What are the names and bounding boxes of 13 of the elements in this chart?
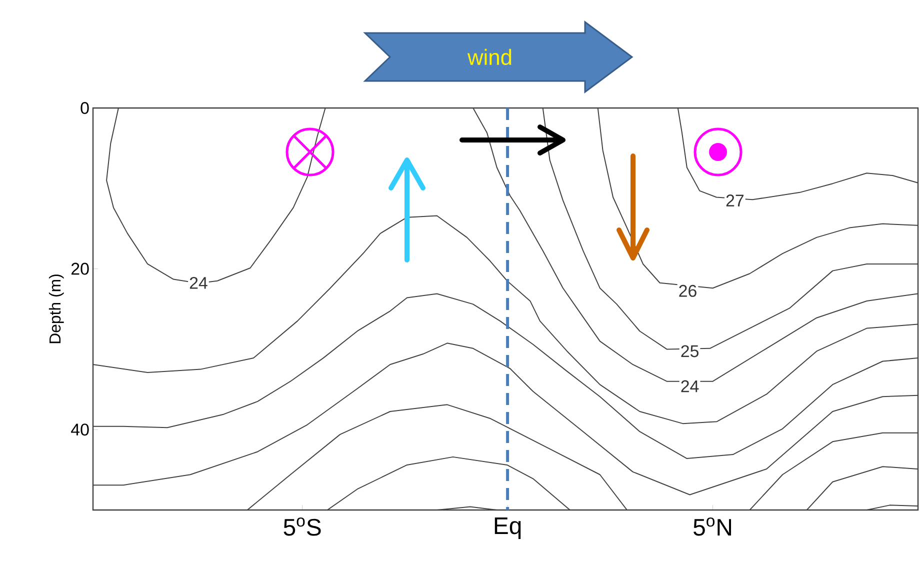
x-tick-label: 5$^{o}$S (284, 518, 321, 536)
annotation: 24 (190, 276, 208, 289)
x-tick-label: 5$^{o}$N (694, 518, 732, 536)
y-axis-title: Depth (m) (48, 274, 64, 344)
y-tick-label: 20 (72, 262, 89, 275)
annotation: 27 (726, 194, 744, 206)
annotation: 25 (681, 345, 698, 358)
annotation: 24 (681, 380, 699, 392)
x-tick-label: Eq (494, 518, 521, 539)
annotation: 26 (679, 284, 696, 297)
y-tick-label: 0 (80, 102, 89, 114)
y-tick-label: 40 (71, 424, 89, 436)
text: wind (467, 48, 512, 66)
